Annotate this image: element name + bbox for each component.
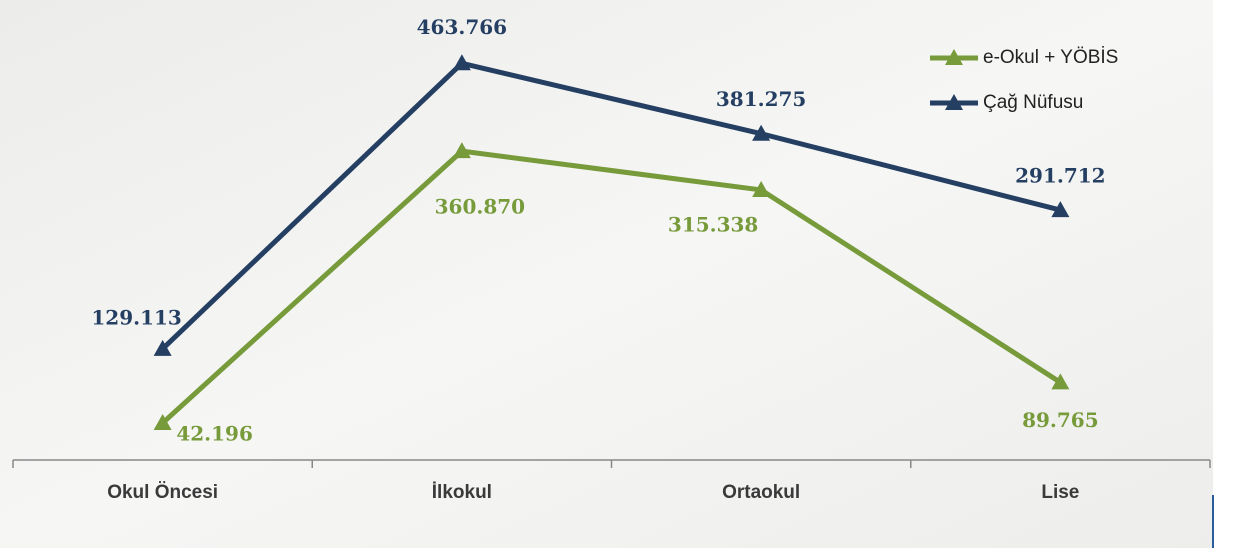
point-marker <box>452 54 471 71</box>
data-label: 42.196 <box>176 421 253 445</box>
point-marker <box>752 180 771 197</box>
data-label: 129.113 <box>91 305 181 329</box>
x-tick-label: Ortaokul <box>722 482 800 503</box>
point-marker <box>1051 373 1070 390</box>
data-label: 381.275 <box>716 87 806 111</box>
x-tick-label: Lise <box>1041 482 1079 503</box>
legend-label: e-Okul + YÖBİS <box>983 47 1118 68</box>
data-label: 291.712 <box>1015 164 1105 188</box>
legend-marker <box>945 94 963 110</box>
point-marker <box>452 142 471 159</box>
data-label: 315.338 <box>668 212 758 236</box>
x-tick-label: Okul Öncesi <box>107 482 218 503</box>
point-marker <box>153 413 172 430</box>
data-label: 89.765 <box>1022 408 1099 432</box>
legend-label: Çağ Nüfusu <box>983 92 1083 113</box>
point-marker <box>1051 201 1070 218</box>
series-line <box>160 60 1061 351</box>
legend-marker <box>945 49 963 65</box>
point-marker <box>752 124 771 141</box>
x-tick-label: İlkokul <box>432 482 492 503</box>
data-label: 360.870 <box>435 195 525 219</box>
data-label: 463.766 <box>417 15 507 39</box>
point-marker <box>153 339 172 356</box>
series-line <box>160 148 1062 425</box>
